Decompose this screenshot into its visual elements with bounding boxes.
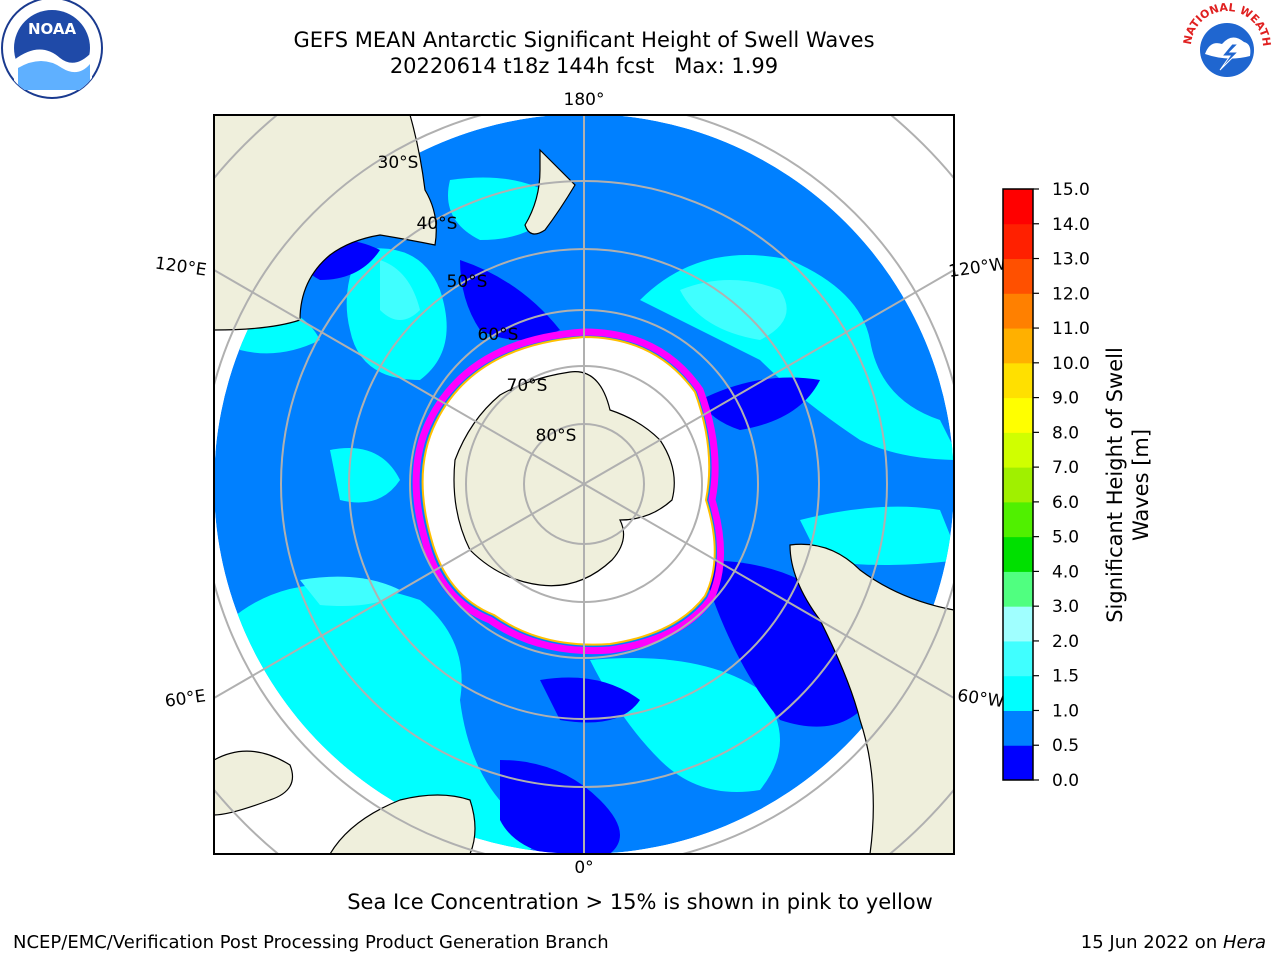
lon-label-180: 180° [564,90,605,110]
colorbar-tick-label: 9.0 [1052,389,1079,409]
colorbar-tick-label: 13.0 [1052,250,1090,270]
lon-label-120w: 120°W [947,254,1007,282]
nws-logo-text: NATIONAL WEATHER SERVICE [0,0,1273,47]
map-frame [213,114,955,855]
colorbar-tick-label: 8.0 [1052,423,1079,443]
colorbar-segment [1003,710,1033,746]
lon-label-60e: 60°E [164,686,207,711]
ice-edge-pink [412,328,725,655]
australia-land [214,115,437,331]
graticule [214,115,954,854]
lon-label-60w: 60°W [956,686,1005,712]
lat-label-30s: 30°S [378,153,419,173]
colorbar-tick-label: 12.0 [1052,284,1090,304]
colorbar-tick-label: 7.0 [1052,458,1079,478]
colorbar-segment [1003,362,1033,399]
colorbar-ticks: 0.0 0.5 1.0 1.5 2.0 3.0 4.0 5.0 6.0 7.0 8.0 9.0 10.0… [1033,180,1090,791]
colorbar-segment [1003,501,1033,538]
sea-ice-caption: Sea Ice Concentration > 15% is shown in … [347,890,933,914]
colorbar-tick-label: 3.0 [1052,597,1079,617]
south-america-land [789,543,954,854]
footer-host: Hera [1222,932,1266,953]
colorbar-segment [1003,536,1033,572]
colorbar-tick-label: 1.5 [1052,667,1079,687]
colorbar-segment [1003,571,1033,607]
lat-label-50s: 50°S [447,272,488,292]
continents [214,115,954,854]
footer-date: 15 Jun 2022 on Hera [1081,932,1266,953]
swell-low-regions [300,240,870,854]
lat-label-70s: 70°S [507,376,548,396]
colorbar-tick-label: 5.0 [1052,528,1079,548]
colorbar-segment [1003,189,1033,225]
colorbar-segment [1003,432,1033,468]
lat-label-60s: 60°S [478,325,519,345]
noaa-logo-text: NOAA [28,20,77,38]
colorbar-segment [1003,223,1033,260]
colorbar-segment [1003,745,1033,781]
page-title: GEFS MEAN Antarctic Significant Height o… [293,28,875,52]
colorbar-tick-label: 1.0 [1052,701,1079,721]
colorbar-tick-label: 11.0 [1052,319,1090,339]
colorbar-segment [1003,640,1033,677]
swell-highest-regions [300,260,787,606]
colorbar-segment [1003,293,1033,329]
nws-logo: NATIONAL WEATHER SERVICE [0,0,1275,95]
new-zealand-land [524,148,576,235]
colorbar-segment [1003,606,1033,642]
colorbar-tick-label: 10.0 [1052,354,1090,374]
colorbar [1003,189,1033,781]
colorbar-label-line1: Significant Height of Swell [1103,347,1127,623]
colorbar-tick-label: 0.5 [1052,736,1079,756]
lat-label-40s: 40°S [417,214,458,234]
colorbar-segment [1003,258,1033,294]
colorbar-segment [1003,467,1033,503]
page-subtitle: 20220614 t18z 144h fcst Max: 1.99 [389,54,779,78]
footer-date-text: 15 Jun 2022 on [1080,932,1223,953]
colorbar-frame [1002,188,1034,781]
footer-branch: NCEP/EMC/Verification Post Processing Pr… [13,932,609,953]
noaa-logo: NOAA [1,0,103,99]
sea-ice [412,328,725,655]
colorbar-tick-label: 4.0 [1052,562,1079,582]
colorbar-tick-label: 14.0 [1052,215,1090,235]
lon-label-120e: 120°E [154,254,208,281]
colorbar-segment [1003,397,1033,433]
colorbar-tick-label: 0.0 [1052,771,1079,791]
colorbar-segment [1003,328,1033,364]
colorbar-tick-label: 6.0 [1052,493,1079,513]
colorbar-tick-label: 2.0 [1052,632,1079,652]
lat-label-80s: 80°S [536,426,577,446]
map-area [214,115,954,854]
colorbar-label-line2: Waves [m] [1129,429,1153,541]
colorbar-segment [1003,675,1033,711]
colorbar-tick-label: 15.0 [1052,180,1090,200]
colorbar-label: Significant Height of Swell Waves [m] [1103,347,1153,623]
lon-label-0: 0° [574,858,593,878]
